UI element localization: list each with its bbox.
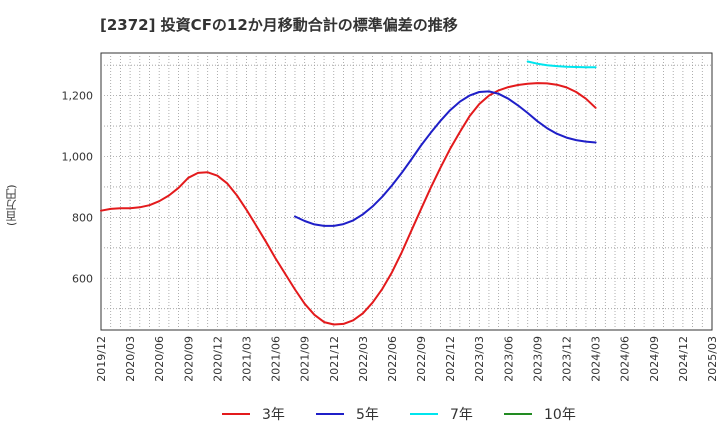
x-tick-label: 2023/03 xyxy=(473,336,486,382)
x-tick-label: 2023/06 xyxy=(502,336,515,382)
y-tick-label: 1,200 xyxy=(62,90,94,103)
x-tick-label: 2021/12 xyxy=(328,336,341,382)
x-tick-label: 2019/12 xyxy=(95,336,108,382)
x-tick-label: 2020/09 xyxy=(182,336,195,382)
x-tick-label: 2022/06 xyxy=(386,336,399,382)
x-tick-label: 2021/06 xyxy=(270,336,283,382)
legend-label: 7年 xyxy=(450,407,473,423)
series-line-1 xyxy=(100,82,597,326)
y-tick-label: 600 xyxy=(72,272,93,285)
chart-title: [2372] 投資CFの12か月移動合計の標準偏差の推移 xyxy=(100,16,458,34)
x-tick-label: 2020/06 xyxy=(153,336,166,382)
series-line-2 xyxy=(294,90,597,227)
plot-area xyxy=(100,52,713,331)
legend-item: 7年 xyxy=(410,402,473,426)
x-tick-label: 2024/06 xyxy=(619,336,632,382)
legend-label: 5年 xyxy=(356,407,379,423)
legend-swatch xyxy=(504,413,532,415)
x-tick-label: 2023/12 xyxy=(561,336,574,382)
x-tick-label: 2023/09 xyxy=(531,336,544,382)
x-tick-label: 2025/03 xyxy=(706,336,719,382)
legend-swatch xyxy=(222,413,250,415)
x-tick-label: 2024/09 xyxy=(648,336,661,382)
x-tick-label: 2024/12 xyxy=(677,336,690,382)
series-line-3 xyxy=(526,60,597,69)
legend: 3年 5年 7年 10年 xyxy=(0,402,720,426)
x-tick-label: 2021/03 xyxy=(240,336,253,382)
legend-item: 3年 xyxy=(222,402,285,426)
y-tick-label: 1,000 xyxy=(62,150,94,163)
legend-item: 10年 xyxy=(504,402,576,426)
legend-label: 3年 xyxy=(262,407,285,423)
legend-swatch xyxy=(410,413,438,415)
x-tick-label: 2021/09 xyxy=(299,336,312,382)
x-tick-label: 2020/03 xyxy=(124,336,137,382)
x-tick-label: 2022/12 xyxy=(444,336,457,382)
legend-swatch xyxy=(316,413,344,415)
y-tick-label: 800 xyxy=(72,211,93,224)
legend-item: 5年 xyxy=(316,402,379,426)
x-tick-label: 2022/09 xyxy=(415,336,428,382)
legend-label: 10年 xyxy=(544,407,576,423)
x-tick-label: 2022/03 xyxy=(357,336,370,382)
x-tick-label: 2024/03 xyxy=(590,336,603,382)
x-tick-label: 2020/12 xyxy=(211,336,224,382)
